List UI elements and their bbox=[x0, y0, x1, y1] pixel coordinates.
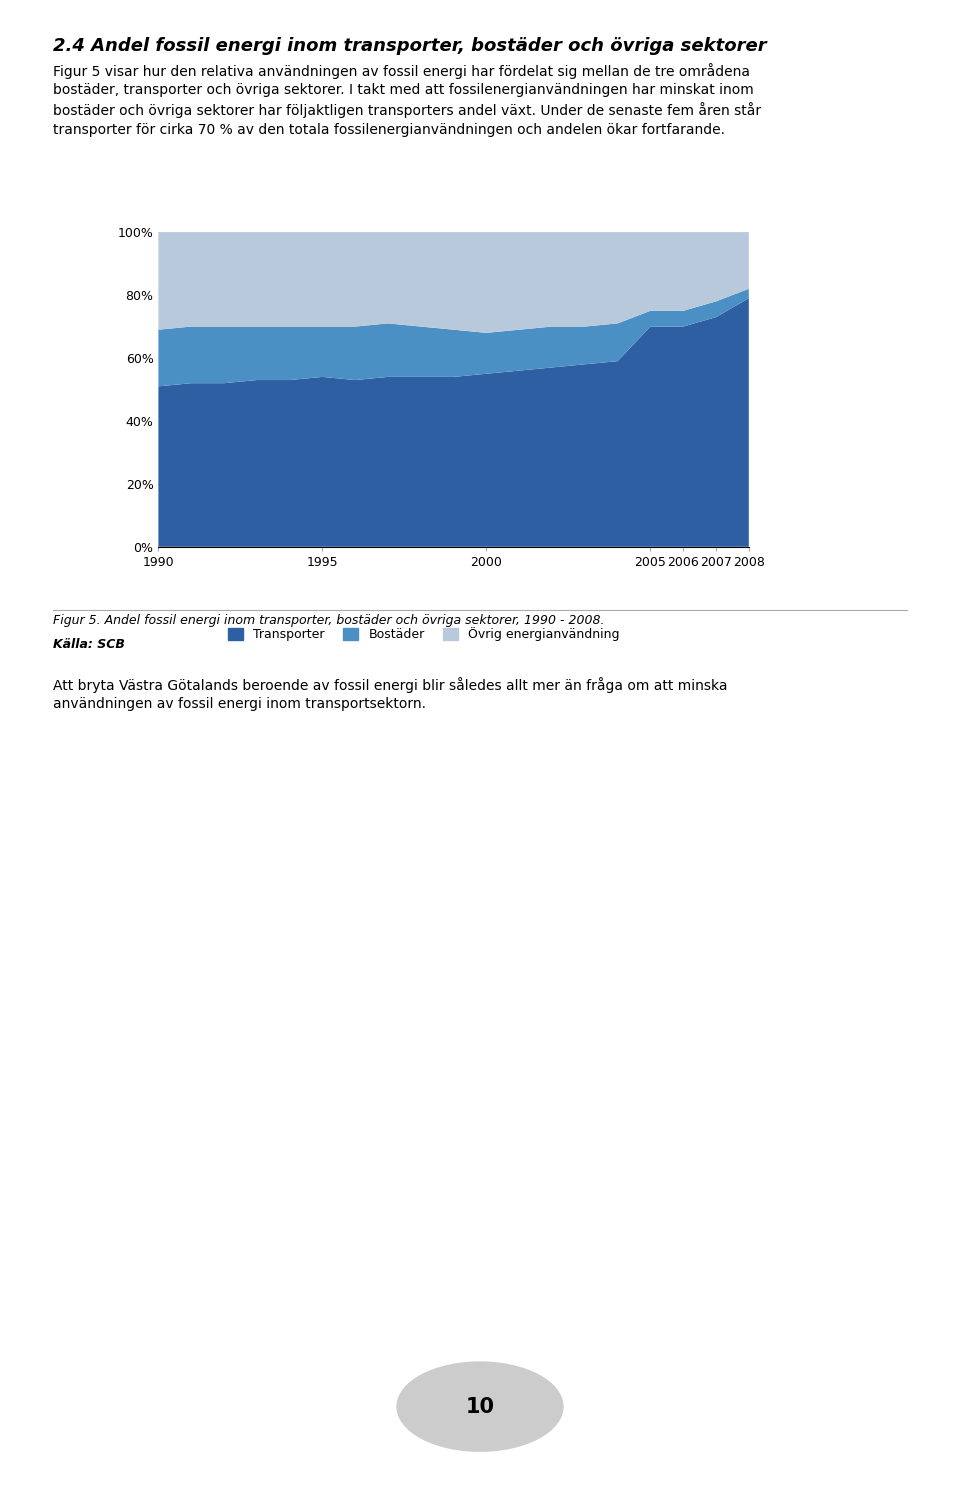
Text: Källa: SCB: Källa: SCB bbox=[53, 638, 125, 652]
Text: Figur 5 visar hur den relativa användningen av fossil energi har fördelat sig me: Figur 5 visar hur den relativa användnin… bbox=[53, 63, 761, 136]
Text: Att bryta Västra Götalands beroende av fossil energi blir således allt mer än fr: Att bryta Västra Götalands beroende av f… bbox=[53, 677, 728, 712]
Legend: Transporter, Bostäder, Övrig energianvändning: Transporter, Bostäder, Övrig energianvän… bbox=[224, 622, 625, 646]
Text: 10: 10 bbox=[466, 1396, 494, 1417]
Text: Figur 5. Andel fossil energi inom transporter, bostäder och övriga sektorer, 199: Figur 5. Andel fossil energi inom transp… bbox=[53, 614, 604, 628]
Text: 2.4 Andel fossil energi inom transporter, bostäder och övriga sektorer: 2.4 Andel fossil energi inom transporter… bbox=[53, 37, 766, 55]
Circle shape bbox=[397, 1362, 563, 1452]
